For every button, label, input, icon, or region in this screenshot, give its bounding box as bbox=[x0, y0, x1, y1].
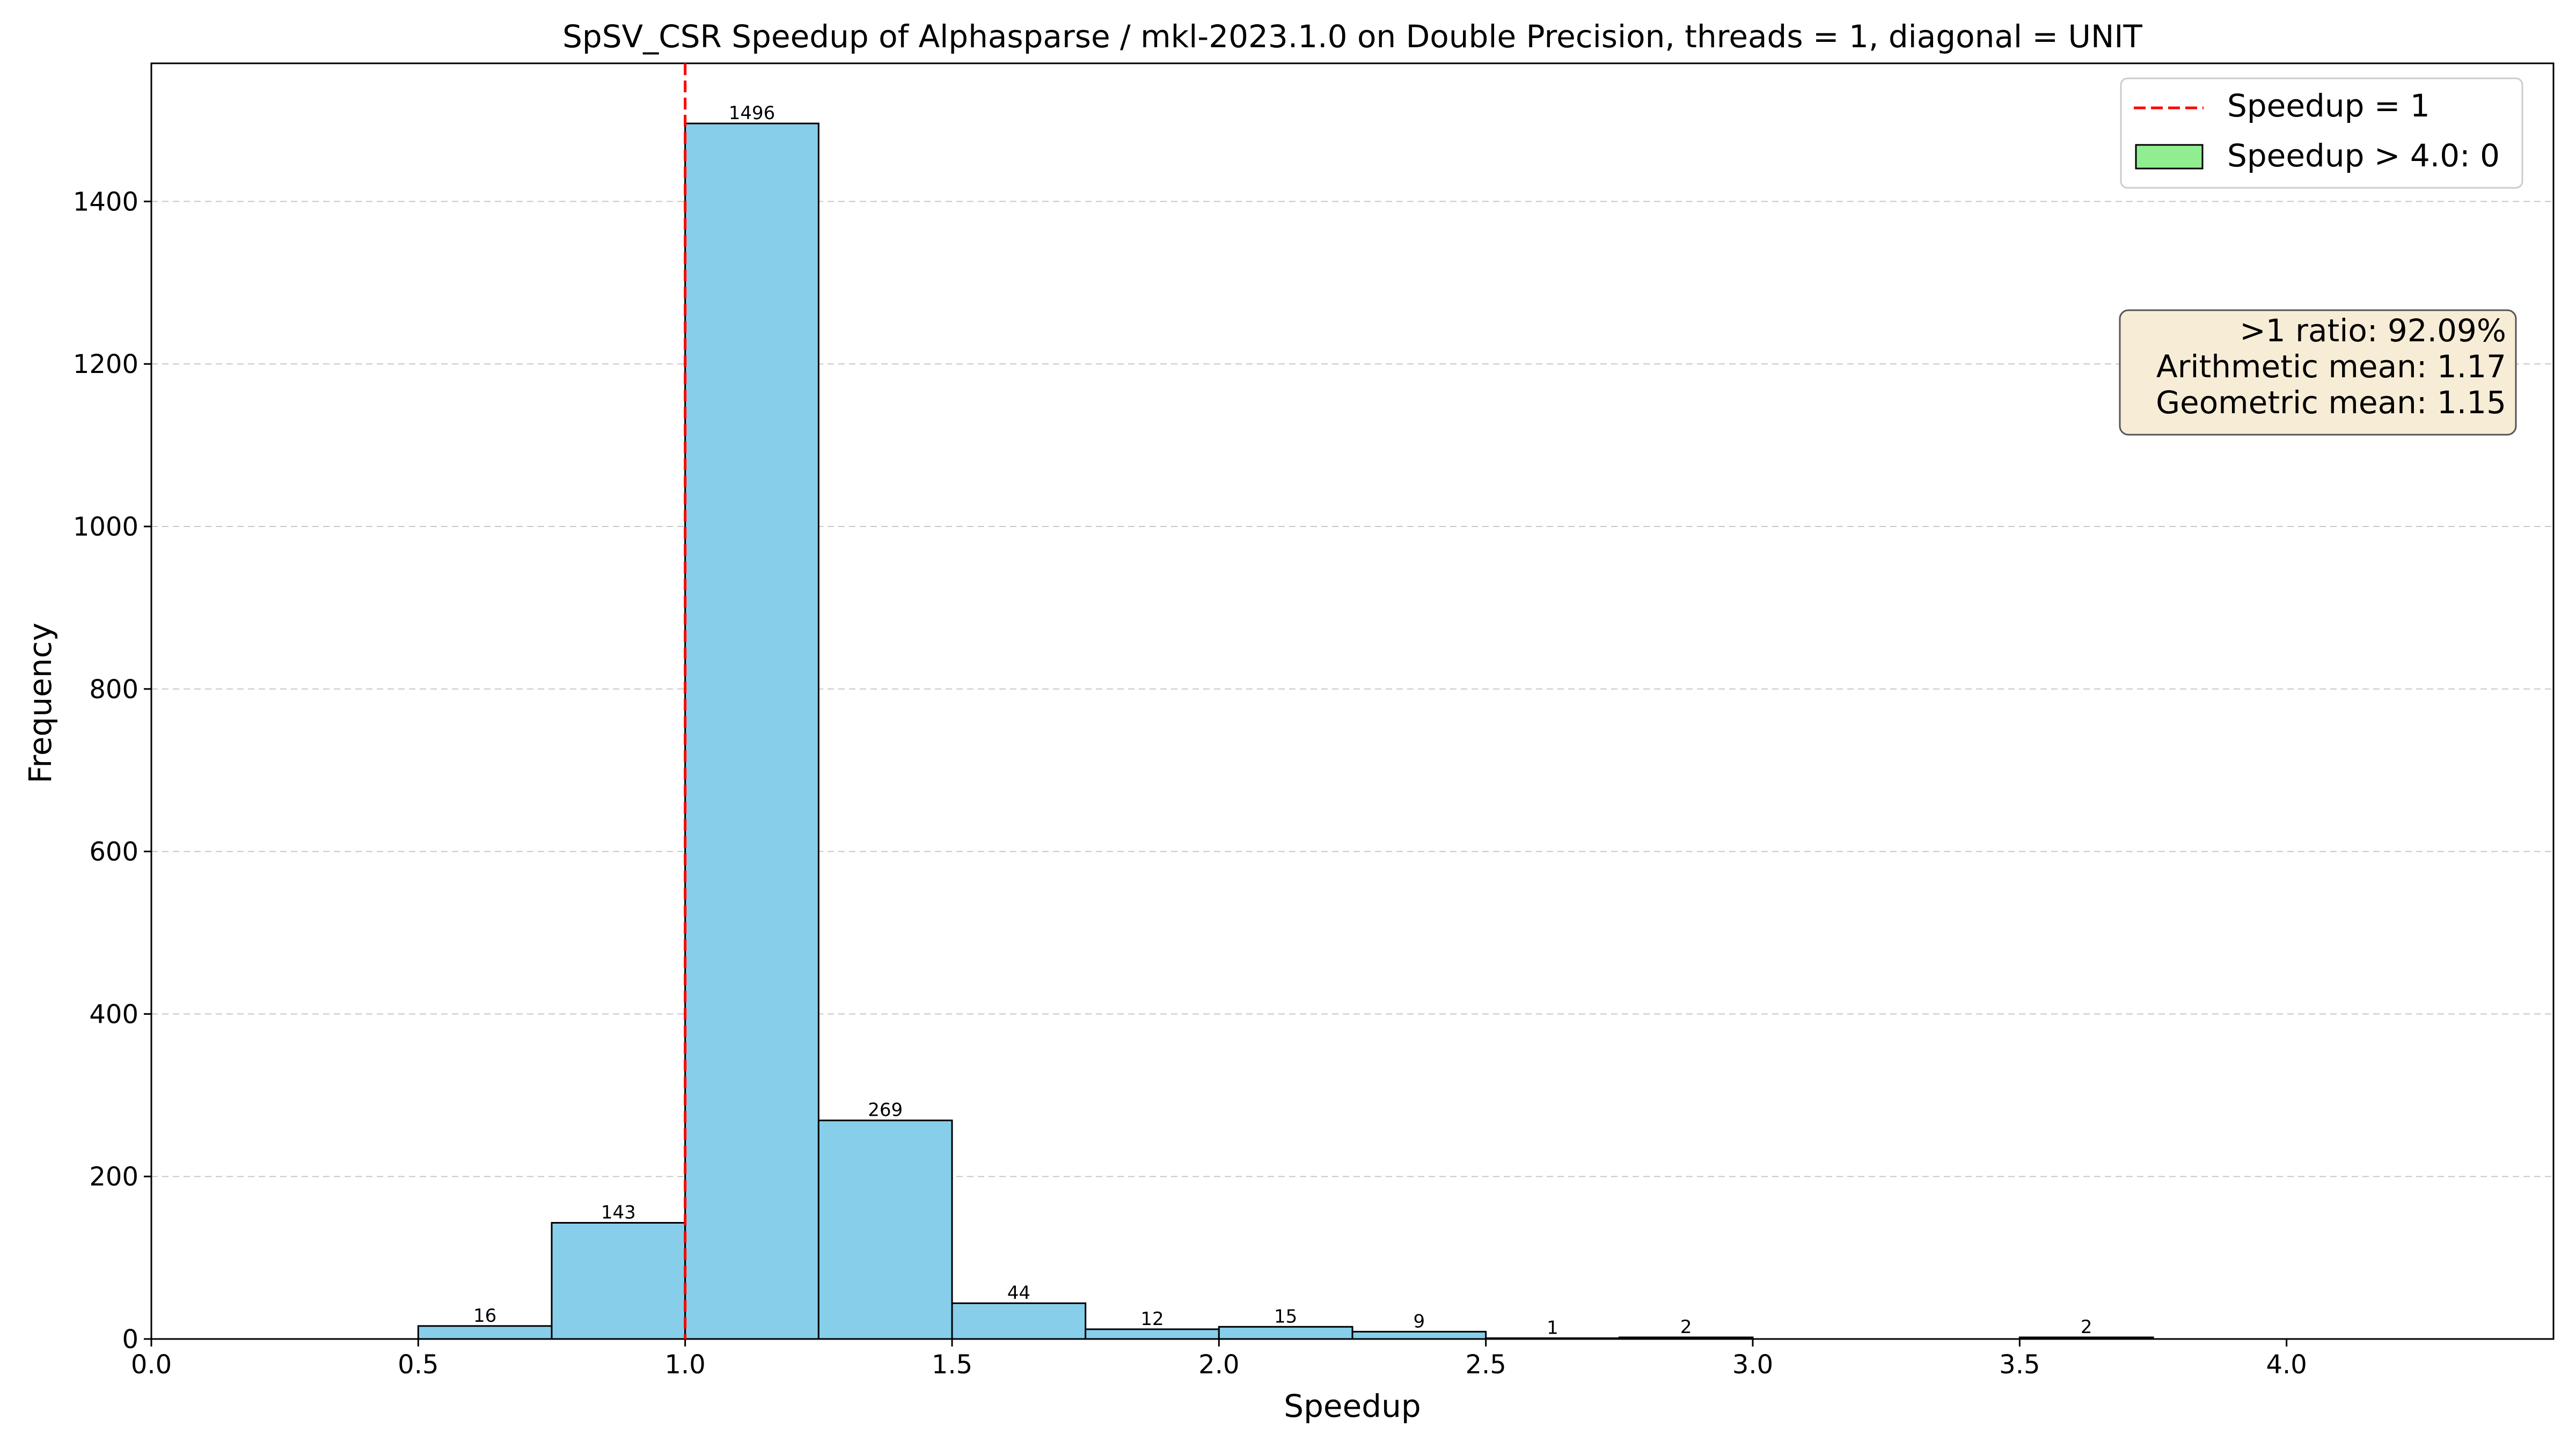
y-tick-label: 600 bbox=[89, 837, 138, 867]
histogram-bar bbox=[684, 122, 819, 1340]
histogram-bar bbox=[1085, 1328, 1220, 1340]
bar-count-label: 2 bbox=[1680, 1316, 1692, 1338]
x-axis-label: Speedup bbox=[1284, 1388, 1421, 1424]
y-axis-ticks: 0 200 400 600 800 1000 1200 1400 bbox=[73, 187, 151, 1355]
bar-count-label: 143 bbox=[601, 1202, 636, 1223]
x-tick-label: 4.0 bbox=[2266, 1350, 2307, 1380]
stats-box-background bbox=[2119, 309, 2517, 436]
bar-count-label: 12 bbox=[1140, 1308, 1163, 1330]
x-tick-label: 0.5 bbox=[398, 1350, 438, 1380]
y-tick-label: 1200 bbox=[73, 349, 138, 379]
x-axis-ticks: 0.0 0.5 1.0 1.5 2.0 2.5 3.0 3.5 4.0 bbox=[131, 1339, 2307, 1380]
x-tick-label: 1.0 bbox=[664, 1350, 705, 1380]
y-tick-label: 200 bbox=[89, 1162, 138, 1192]
bar-count-label: 2 bbox=[2081, 1316, 2092, 1338]
histogram-bar bbox=[817, 1119, 953, 1340]
y-axis-label: Frequency bbox=[22, 623, 58, 784]
bar-count-label: 269 bbox=[868, 1100, 903, 1121]
bar-count-label: 16 bbox=[473, 1305, 496, 1327]
histogram-bar bbox=[1218, 1326, 1353, 1340]
y-tick-label: 1400 bbox=[73, 187, 138, 217]
stats-line-geometric-mean: Geometric mean: 1.15 bbox=[2156, 384, 2506, 421]
histogram-bar bbox=[551, 1221, 686, 1340]
y-tick-label: 400 bbox=[89, 999, 138, 1029]
legend: Speedup = 1 Speedup > 4.0: 0 bbox=[2120, 77, 2523, 189]
x-tick-label: 2.0 bbox=[1198, 1350, 1239, 1380]
histogram-bar bbox=[1351, 1330, 1487, 1340]
bar-count-label: 1496 bbox=[729, 103, 775, 124]
stats-box: >1 ratio: 92.09% Arithmetic mean: 1.17 G… bbox=[2119, 309, 2517, 436]
y-tick-label: 800 bbox=[89, 675, 138, 705]
plot-frame bbox=[150, 62, 2555, 1340]
stats-line-ratio: >1 ratio: 92.09% bbox=[2240, 312, 2506, 349]
bar-count-label: 9 bbox=[1414, 1311, 1425, 1332]
legend-label-speedup-one: Speedup = 1 bbox=[2227, 87, 2430, 124]
x-tick-label: 0.0 bbox=[131, 1350, 172, 1380]
x-tick-label: 3.0 bbox=[1732, 1350, 1773, 1380]
legend-label-above-four: Speedup > 4.0: 0 bbox=[2227, 137, 2500, 174]
legend-patch-swatch bbox=[2135, 144, 2204, 170]
x-tick-label: 3.5 bbox=[1999, 1350, 2040, 1380]
bar-count-label: 44 bbox=[1007, 1282, 1030, 1304]
y-tick-label: 1000 bbox=[73, 512, 138, 542]
legend-frame bbox=[2120, 77, 2523, 189]
x-tick-label: 2.5 bbox=[1465, 1350, 1506, 1380]
x-tick-label: 1.5 bbox=[932, 1350, 972, 1380]
bar-count-label: 15 bbox=[1274, 1306, 1297, 1327]
bars bbox=[417, 122, 2154, 1340]
stats-line-arithmetic-mean: Arithmetic mean: 1.17 bbox=[2156, 348, 2506, 385]
chart-title: SpSV_CSR Speedup of Alphasparse / mkl-20… bbox=[562, 18, 2142, 55]
y-tick-label: 0 bbox=[122, 1324, 138, 1355]
histogram-bar bbox=[417, 1325, 553, 1340]
histogram-bar bbox=[951, 1302, 1087, 1340]
bar-count-label: 1 bbox=[1547, 1317, 1558, 1338]
